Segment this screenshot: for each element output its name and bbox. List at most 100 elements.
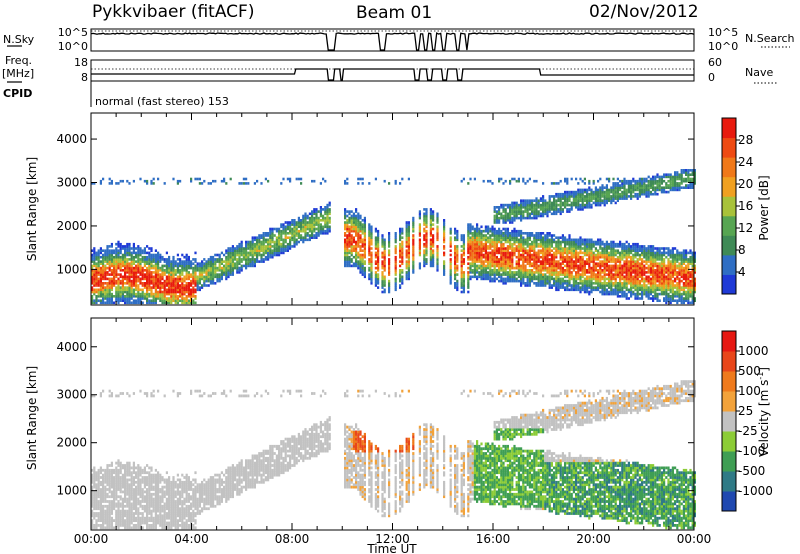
power-cell (139, 260, 142, 263)
power-cell (577, 195, 580, 198)
power-cell (119, 251, 122, 255)
power-cell (361, 232, 364, 235)
power-cell (152, 286, 155, 289)
power-cell (489, 277, 492, 281)
power-cell (462, 260, 465, 263)
power-cell (148, 277, 151, 281)
power-cell (599, 245, 602, 248)
power-cell (572, 251, 575, 255)
power-cell (170, 299, 173, 302)
power-cell (187, 266, 190, 270)
power-cell (282, 249, 285, 252)
power-cell (621, 282, 624, 285)
power-cell (636, 290, 639, 294)
power-cell (352, 229, 355, 233)
power-cell (196, 284, 199, 287)
power-cell (264, 258, 267, 261)
power-cell (262, 249, 265, 252)
power-cell (370, 255, 373, 259)
power-cell (355, 216, 358, 220)
power-cell (361, 245, 364, 248)
power-cell (247, 260, 250, 263)
power-cell (348, 260, 351, 263)
power-cell (187, 258, 190, 261)
power-cell (531, 201, 534, 205)
power-cell (260, 236, 263, 239)
power-cell (269, 240, 272, 244)
power-cell (555, 275, 558, 279)
power-cell (568, 288, 571, 292)
power-cell (498, 216, 501, 220)
power-cell (641, 271, 644, 274)
power-cell (535, 271, 538, 274)
power-cell (564, 201, 567, 205)
power-cell (641, 277, 644, 281)
power-cell (526, 214, 529, 218)
power-cell (399, 245, 402, 248)
power-cell (586, 238, 589, 242)
power-cell (344, 253, 347, 257)
power-cell (515, 273, 518, 276)
power-cell (119, 255, 122, 259)
power-cell (493, 273, 496, 276)
power-cell (641, 247, 644, 250)
power-cell (346, 229, 349, 233)
power-cell (616, 282, 619, 285)
power-cell (535, 210, 538, 213)
power-cell (212, 273, 215, 276)
power-cell (275, 247, 278, 250)
power-cell (630, 188, 633, 192)
power-cell (641, 192, 644, 196)
power-cell (575, 245, 578, 248)
power-cell (399, 232, 402, 235)
power-cell (185, 262, 188, 265)
power-cell (383, 277, 386, 281)
power-cell (357, 240, 360, 244)
power-cell (469, 236, 472, 239)
power-cell (471, 227, 474, 231)
power-cell (524, 240, 527, 244)
power-cell (460, 249, 463, 252)
power-cell (443, 273, 446, 276)
power-cell (121, 253, 124, 257)
power-cell (588, 262, 591, 265)
power-cell (627, 249, 630, 252)
power-cell (509, 219, 512, 222)
power-cell (531, 245, 534, 248)
power-cell (212, 262, 215, 265)
power-cell (643, 264, 646, 268)
power-cell (634, 195, 637, 198)
power-cell (106, 282, 109, 285)
power-cell (605, 290, 608, 294)
power-cell (399, 286, 402, 289)
power-cell (561, 210, 564, 213)
power-cell (256, 258, 259, 261)
power-cell (124, 297, 127, 300)
power-cell (425, 216, 428, 220)
power-cell (121, 286, 124, 289)
power-cell (564, 197, 567, 200)
power-cell (566, 279, 569, 283)
power-cell (271, 251, 274, 255)
power-cell (108, 299, 111, 302)
power-cell (570, 271, 573, 274)
power-cell (601, 284, 604, 287)
power-cell (594, 275, 597, 279)
power-cell (627, 271, 630, 274)
power-cell (528, 216, 531, 220)
power-cell (154, 290, 157, 294)
power-cell (91, 253, 94, 257)
power-cell (251, 258, 254, 261)
power-cell (500, 203, 503, 207)
power-cell (146, 297, 149, 300)
power-cell (128, 275, 131, 279)
power-cell (619, 282, 622, 285)
power-cell (627, 290, 630, 294)
power-cell (493, 247, 496, 250)
power-cell (548, 277, 551, 281)
power-cell (509, 264, 512, 268)
power-cell (297, 229, 300, 233)
power-cell (513, 273, 516, 276)
power-cell (262, 251, 265, 255)
power-cell (577, 240, 580, 244)
